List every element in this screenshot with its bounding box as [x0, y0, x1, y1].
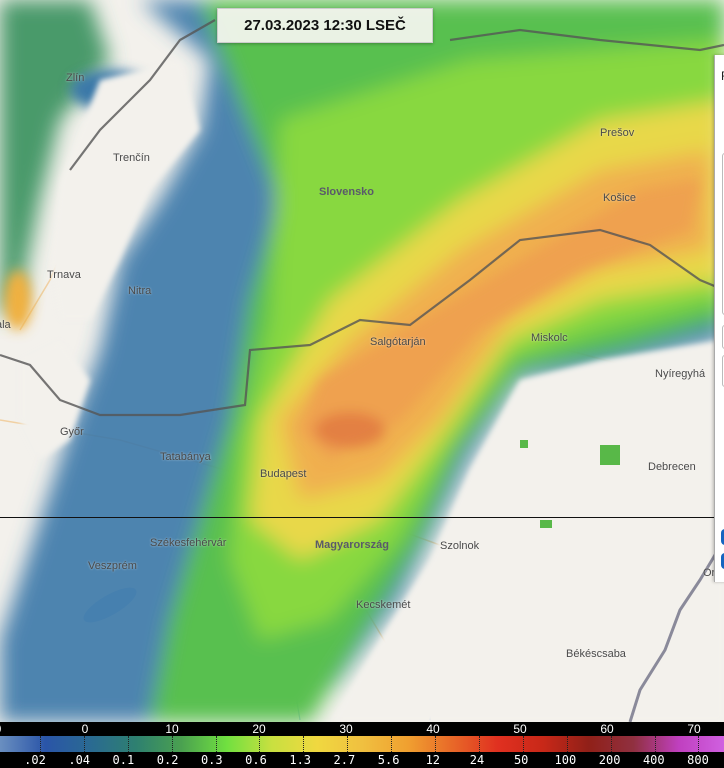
- legend-dbz-label: 50: [513, 722, 527, 736]
- legend-rate-label: .04: [68, 753, 91, 767]
- city-label: Székesfehérvár: [150, 537, 227, 549]
- legend-rate-label: 800: [687, 753, 709, 767]
- legend-dbz-label: 60: [600, 722, 614, 736]
- side-panel-title: F: [721, 69, 724, 83]
- city-label: Or: [703, 567, 716, 579]
- legend-divider: [171, 736, 173, 752]
- radar-map[interactable]: Zlín Trenčín Prešov Košice Trnava Nitra …: [0, 0, 724, 722]
- legend-rate-label: 5.6: [377, 753, 400, 767]
- city-label: Miskolc: [531, 332, 568, 344]
- country-borders: [0, 19, 724, 417]
- city-label: ala: [0, 319, 11, 331]
- legend-dbz-label: 0: [0, 722, 1, 736]
- legend-divider: [259, 736, 261, 752]
- side-panel-button[interactable]: [721, 529, 724, 545]
- legend-dbz-label: 70: [687, 722, 701, 736]
- hu-ro-border: [628, 539, 724, 722]
- legend-divider: [303, 736, 305, 752]
- legend-divider: [127, 736, 129, 752]
- city-label: Győr: [60, 426, 84, 438]
- city-label: Košice: [603, 192, 637, 204]
- legend-color-bar: [0, 736, 724, 752]
- legend-divider: [610, 736, 612, 752]
- city-label: Budapest: [260, 468, 307, 480]
- legend-rate-label: 400: [642, 753, 665, 767]
- city-label: Békéscsaba: [566, 648, 626, 660]
- legend-divider: [654, 736, 656, 752]
- legend-rate-label: 0.1: [112, 753, 135, 767]
- legend-divider: [435, 736, 436, 752]
- legend-dbz-label: 10: [165, 722, 179, 736]
- city-label: Debrecen: [648, 461, 696, 473]
- legend-dbz-label: 40: [426, 722, 440, 736]
- legend-dbz-label: 20: [252, 722, 266, 736]
- legend-dbz-label: 0: [81, 722, 89, 736]
- legend-divider: [215, 736, 217, 752]
- legend-rate-label: 100: [554, 753, 577, 767]
- city-label: Trnava: [47, 269, 81, 281]
- color-legend: 0 0 10 20 30 40 50 60 70 .02 .04 0.1 0.2 0.3…: [0, 722, 724, 768]
- timestamp-label: 27.03.2023 12:30 LSEČ: [217, 8, 433, 43]
- city-label: Trenčín: [113, 152, 150, 164]
- side-panel-field[interactable]: [722, 355, 724, 387]
- legend-rate-label: .02: [24, 753, 46, 767]
- country-label: Magyarország: [315, 539, 389, 551]
- radar-overlay: [0, 0, 724, 722]
- legend-divider: [522, 736, 524, 752]
- city-label: Szolnok: [440, 540, 480, 552]
- legend-rate-label: 50: [513, 753, 529, 767]
- legend-rate-label: 2.7: [333, 753, 356, 767]
- side-panel-box[interactable]: [722, 153, 724, 315]
- legend-rate-label: 12: [425, 753, 441, 767]
- city-label: Veszprém: [88, 560, 137, 572]
- city-label: Salgótarján: [370, 336, 426, 348]
- horizontal-divider-line: [0, 517, 714, 518]
- side-panel-field[interactable]: [722, 325, 724, 349]
- legend-divider: [566, 736, 568, 752]
- city-label: Zlín: [66, 72, 85, 84]
- legend-divider: [347, 736, 349, 752]
- legend-divider: [478, 736, 480, 752]
- legend-rate-label: 0.2: [156, 753, 179, 767]
- city-label: Tatabánya: [160, 451, 211, 463]
- legend-divider: [39, 736, 41, 752]
- legend-rate-label: 0.3: [200, 753, 223, 767]
- legend-rate-label: 1.3: [289, 753, 312, 767]
- legend-divider: [698, 736, 700, 752]
- city-label: Nitra: [128, 285, 152, 297]
- legend-rate-label: 200: [598, 753, 621, 767]
- legend-rate-label: 24: [469, 753, 485, 767]
- side-panel[interactable]: F: [714, 55, 724, 582]
- city-label: Prešov: [600, 127, 635, 139]
- city-label: Kecskemét: [356, 599, 411, 611]
- city-label: Nyíregyhá: [655, 368, 706, 380]
- legend-divider: [83, 736, 85, 752]
- legend-rate-label: 0.6: [245, 753, 267, 767]
- side-panel-button[interactable]: [721, 553, 724, 569]
- legend-divider: [391, 736, 393, 752]
- country-label: Slovensko: [319, 186, 375, 198]
- legend-dbz-label: 30: [339, 722, 353, 736]
